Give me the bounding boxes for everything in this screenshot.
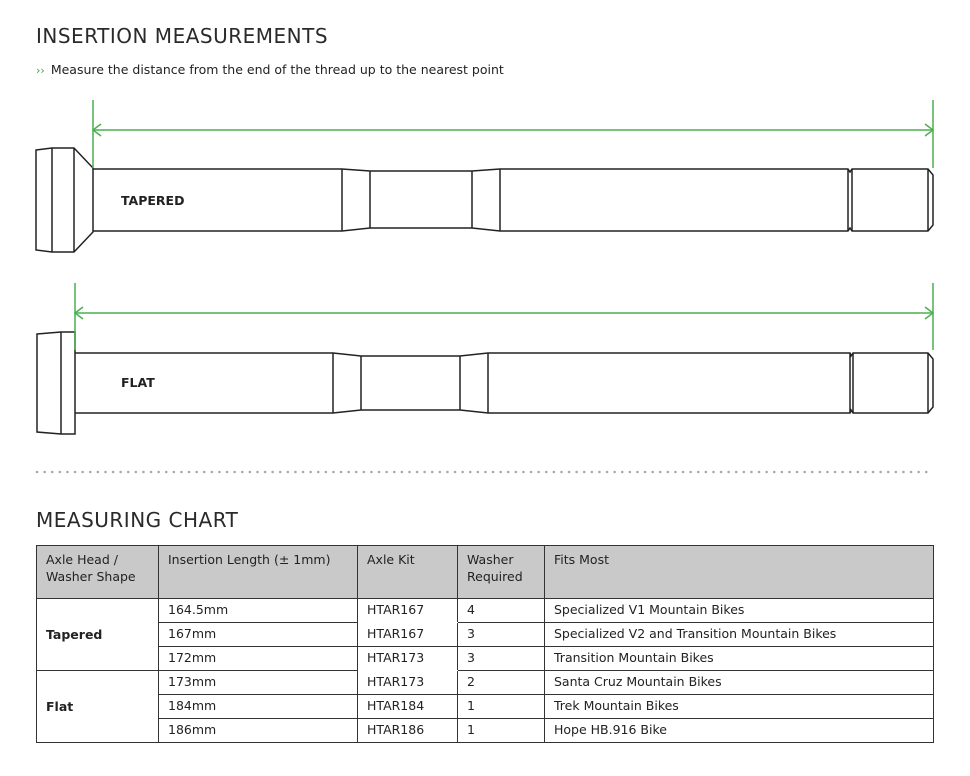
insertion-measurements-title: INSERTION MEASUREMENTS	[36, 24, 329, 48]
length-cell: 164.5mm	[158, 598, 358, 623]
measuring-chart-table: Axle Head / Washer Shape Insertion Lengt…	[36, 545, 934, 743]
washer-cell: 2	[457, 670, 545, 695]
header-washer: Washer Required	[457, 545, 545, 599]
length-cell: 172mm	[158, 646, 358, 671]
table-row: Tapered 164.5mm HTAR167 4 Specialized V1 Mou…	[36, 598, 934, 671]
axle-diagrams: TAPERED FLAT	[35, 100, 935, 474]
washer-cell: 4	[457, 598, 545, 623]
length-cell: 173mm	[158, 670, 358, 695]
header-shape: Axle Head / Washer Shape	[36, 545, 159, 599]
fits-cell: Hope HB.916 Bike	[544, 718, 934, 743]
kit-cell: HTAR186	[357, 718, 458, 743]
table-row: 172mm HTAR173 3 Transition Mountain Bikes	[37, 646, 934, 671]
instruction: ›› Measure the distance from the end of t…	[36, 62, 504, 77]
length-cell: 186mm	[158, 718, 358, 743]
kit-cell: HTAR167	[357, 598, 458, 623]
header-fits: Fits Most	[544, 545, 934, 599]
flat-dimension-line	[73, 283, 935, 350]
instruction-text: Measure the distance from the end of the…	[50, 62, 504, 77]
flat-axle	[36, 331, 934, 435]
shape-cell: Tapered	[36, 598, 159, 671]
table-row: Flat 173mm HTAR173 2 Santa Cruz Mountain Bik…	[36, 670, 934, 743]
tapered-dimension-line	[91, 100, 935, 168]
header-kit: Axle Kit	[357, 545, 458, 599]
shape-cell: Flat	[36, 670, 159, 743]
washer-cell: 1	[457, 694, 545, 719]
header-length: Insertion Length (± 1mm)	[158, 545, 358, 599]
table-row: 184mm HTAR184 1 Trek Mountain Bikes	[37, 694, 934, 719]
fits-cell: Santa Cruz Mountain Bikes	[544, 670, 934, 695]
tapered-axle	[35, 147, 934, 253]
washer-cell: 3	[457, 646, 545, 671]
kit-cell: HTAR167	[357, 622, 458, 647]
length-cell: 184mm	[158, 694, 358, 719]
washer-cell: 3	[457, 622, 545, 647]
kit-cell: HTAR184	[357, 694, 458, 719]
fits-cell: Transition Mountain Bikes	[544, 646, 934, 671]
kit-cell: HTAR173	[357, 646, 458, 671]
fits-cell: Specialized V1 Mountain Bikes	[544, 598, 934, 623]
table-header-row: Axle Head / Washer Shape Insertion Lengt…	[36, 545, 934, 599]
fits-cell: Trek Mountain Bikes	[544, 694, 934, 719]
measuring-chart-title: MEASURING CHART	[36, 508, 239, 532]
flat-label: FLAT	[121, 375, 155, 390]
fits-cell: Specialized V2 and Transition Mountain B…	[544, 622, 934, 647]
table-row: 167mm HTAR167 3 Specialized V2 and Transiti…	[37, 622, 934, 647]
washer-cell: 1	[457, 718, 545, 743]
kit-cell: HTAR173	[357, 670, 458, 695]
length-cell: 167mm	[158, 622, 358, 647]
table-row: 186mm HTAR186 1 Hope HB.916 Bike	[37, 718, 934, 743]
double-chevron-right-icon: ››	[36, 64, 45, 77]
tapered-label: TAPERED	[121, 193, 184, 208]
